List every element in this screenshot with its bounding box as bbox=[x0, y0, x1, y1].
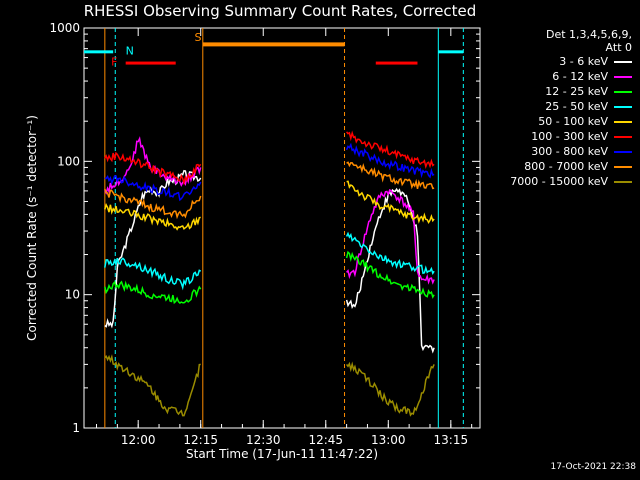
series-line-8-seg2 bbox=[345, 361, 435, 417]
saa-flag-bar bbox=[202, 42, 345, 47]
legend-entry: 12 - 25 keV bbox=[480, 84, 632, 99]
series-line-0-seg1 bbox=[104, 169, 202, 329]
y-tick-label-1: 10 bbox=[65, 288, 80, 302]
legend-swatch bbox=[614, 105, 632, 108]
flare-flag-bar-2 bbox=[375, 61, 418, 65]
flag-label-s: S bbox=[194, 31, 201, 44]
series-line-2-seg2 bbox=[345, 250, 435, 299]
flare-flag-bar-1 bbox=[125, 61, 176, 65]
legend-entry-label: 6 - 12 keV bbox=[552, 70, 608, 83]
y-tick-label-0: 1 bbox=[72, 421, 80, 435]
legend-entry-label: 100 - 300 keV bbox=[531, 130, 608, 143]
legend-entry-label: 7000 - 15000 keV bbox=[510, 175, 608, 188]
series-line-7-seg1 bbox=[104, 188, 202, 220]
x-tick-label-0: 12:00 bbox=[121, 433, 156, 447]
legend-swatch bbox=[614, 60, 632, 63]
series-line-3-seg1 bbox=[104, 257, 202, 291]
series-line-6-seg1 bbox=[104, 175, 202, 202]
series-line-7-seg2 bbox=[346, 161, 435, 190]
series-line-8-seg1 bbox=[104, 354, 201, 417]
series-line-4-seg2 bbox=[346, 180, 435, 225]
plot-frame bbox=[83, 27, 481, 429]
x-tick-label-3: 12:45 bbox=[308, 433, 343, 447]
legend-entry: 25 - 50 keV bbox=[480, 99, 632, 114]
series-line-0-seg2 bbox=[345, 187, 435, 354]
x-tick-label-5: 13:15 bbox=[434, 433, 469, 447]
y-tick-label-2: 100 bbox=[57, 154, 80, 168]
legend-header-line1: Det 1,3,4,5,6,9, bbox=[545, 28, 632, 41]
legend-entry-label: 50 - 100 keV bbox=[538, 115, 608, 128]
night-flag-bar-2 bbox=[438, 50, 464, 54]
legend-entry: 3 - 6 keV bbox=[480, 54, 632, 69]
legend-entry: 7000 - 15000 keV bbox=[480, 174, 632, 189]
flag-label-f: F bbox=[111, 56, 117, 69]
series-line-3-seg2 bbox=[345, 231, 435, 275]
legend-swatch bbox=[614, 75, 632, 78]
series-line-2-seg1 bbox=[104, 280, 202, 305]
legend-entry: 50 - 100 keV bbox=[480, 114, 632, 129]
x-axis-label: Start Time (17-Jun-11 11:47:22) bbox=[186, 447, 378, 461]
series-line-4-seg1 bbox=[104, 202, 201, 231]
legend-swatch bbox=[614, 180, 632, 183]
legend-entry: 6 - 12 keV bbox=[480, 69, 632, 84]
x-tick-label-4: 13:00 bbox=[371, 433, 406, 447]
legend-entry-label: 3 - 6 keV bbox=[559, 55, 608, 68]
series-line-6-seg2 bbox=[345, 142, 435, 179]
legend-entry-label: 800 - 7000 keV bbox=[524, 160, 608, 173]
legend: Det 1,3,4,5,6,9, Att 0 3 - 6 keV 6 - 12 k… bbox=[480, 28, 632, 189]
series-line-1-seg2 bbox=[346, 188, 435, 285]
legend-swatch bbox=[614, 90, 632, 93]
y-axis-label: Corrected Count Rate (s⁻¹ detector⁻¹) bbox=[25, 115, 39, 341]
legend-header-line2: Att 0 bbox=[605, 41, 632, 54]
legend-entry-label: 25 - 50 keV bbox=[545, 100, 608, 113]
legend-swatch bbox=[614, 135, 632, 138]
series-line-5-seg2 bbox=[345, 130, 435, 169]
flag-label-n: N bbox=[126, 44, 134, 57]
legend-entry-label: 300 - 800 keV bbox=[531, 145, 608, 158]
chart-title: RHESSI Observing Summary Count Rates, Co… bbox=[83, 2, 477, 20]
legend-swatch bbox=[614, 150, 632, 153]
x-tick-label-1: 12:15 bbox=[183, 433, 218, 447]
legend-swatch bbox=[614, 165, 632, 168]
legend-entry: 800 - 7000 keV bbox=[480, 159, 632, 174]
night-flag-bar-1 bbox=[84, 50, 114, 54]
x-tick-label-2: 12:30 bbox=[246, 433, 281, 447]
legend-entry-label: 12 - 25 keV bbox=[545, 85, 608, 98]
y-tick-label-3: 1000 bbox=[49, 21, 80, 35]
generation-timestamp: 17-Oct-2021 22:38 bbox=[550, 462, 636, 472]
legend-swatch bbox=[614, 120, 632, 123]
legend-entry: 300 - 800 keV bbox=[480, 144, 632, 159]
legend-entry: 100 - 300 keV bbox=[480, 129, 632, 144]
series-line-5-seg1 bbox=[104, 151, 202, 186]
